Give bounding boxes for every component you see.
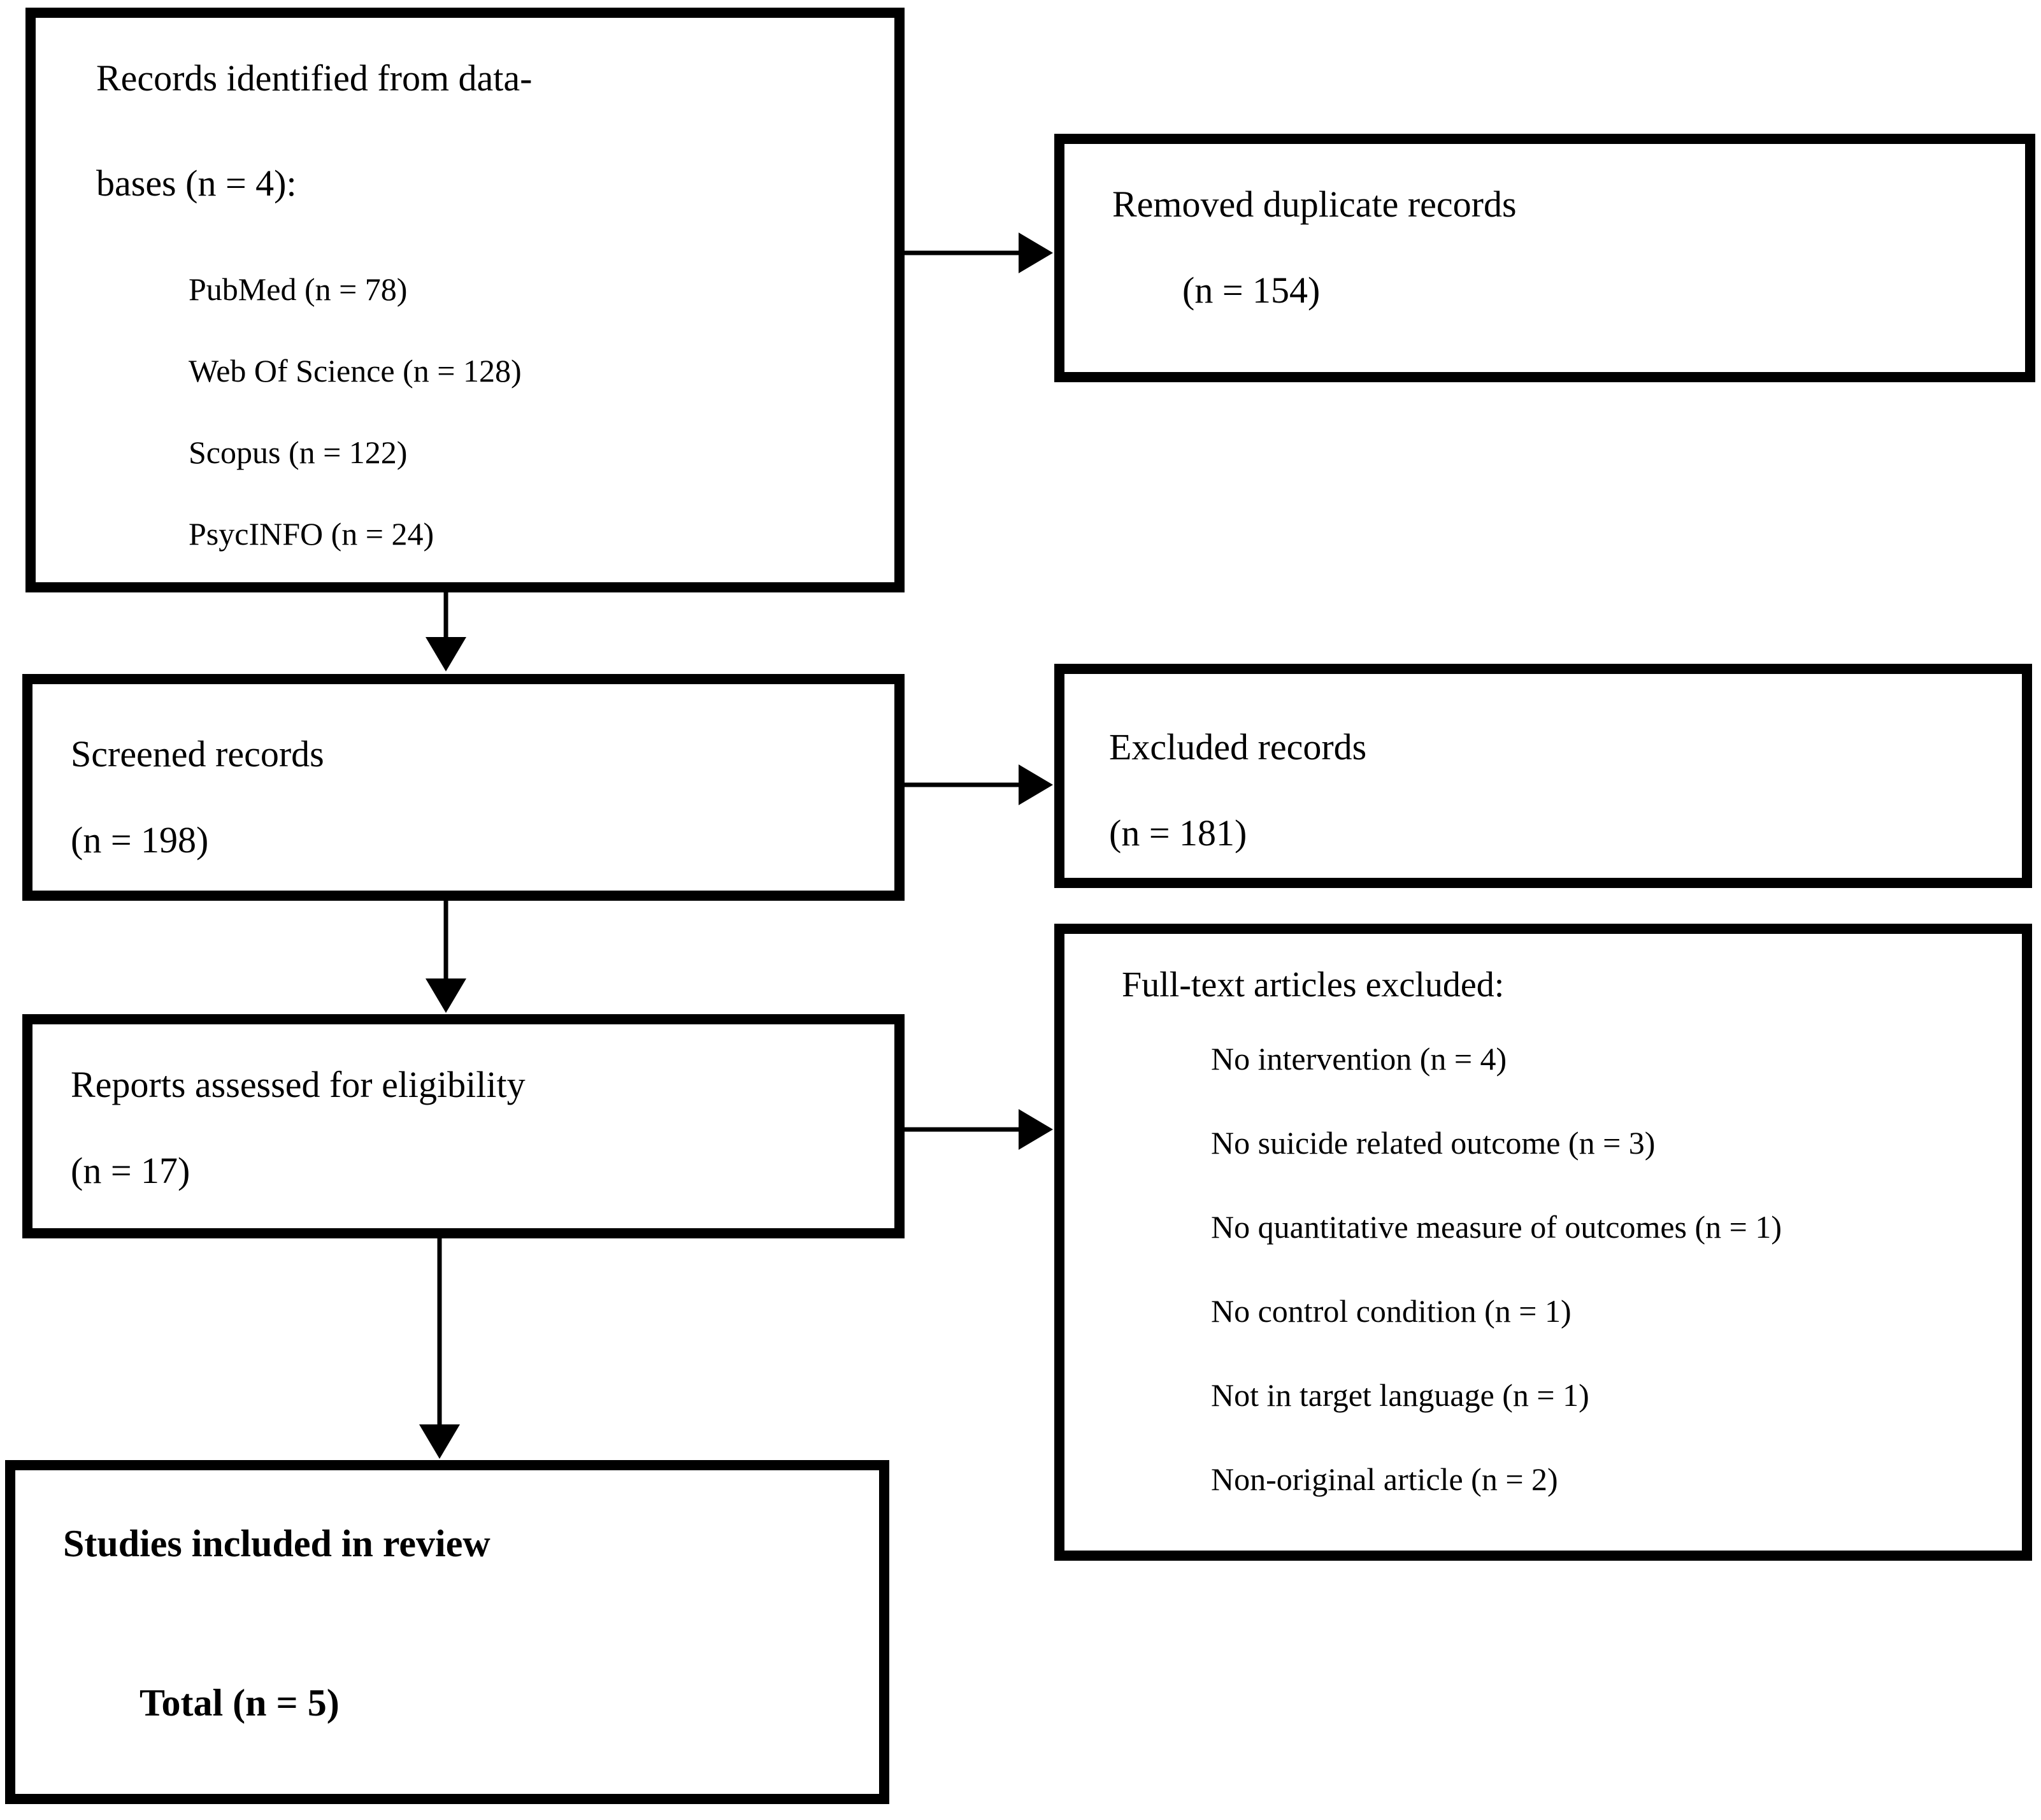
fulltext-excluded-title: Full-text articles excluded: [1122,965,1505,1005]
database-item-pubmed: PubMed (n = 78) [189,271,408,307]
box-studies-included: Studies included in review Total (n = 5) [5,1460,889,1804]
database-item-psycinfo: PsycINFO (n = 24) [189,516,434,552]
box-records-identified: Records identified from data- bases (n =… [25,8,905,592]
database-item-scopus: Scopus (n = 122) [189,434,408,470]
arrow-eligibility-to-fulltext [905,1109,1053,1150]
removed-duplicates-count: (n = 154) [1182,269,1321,311]
reports-assessed-count: (n = 17) [71,1150,190,1191]
arrow-screening-to-excluded [905,764,1053,805]
records-identified-title-line2: bases (n = 4): [96,162,297,204]
box-screened-records: Screened records (n = 198) [22,674,905,901]
box-reports-assessed: Reports assessed for eligibility (n = 17… [22,1014,905,1238]
reports-assessed-label: Reports assessed for eligibility [71,1064,526,1105]
arrow-identification-to-screening [426,592,466,671]
exclusion-reason-non-original: Non-original article (n = 2) [1211,1461,1558,1497]
excluded-records-count: (n = 181) [1109,812,1247,854]
exclusion-reason-not-target-language: Not in target language (n = 1) [1211,1377,1589,1413]
screened-records-count: (n = 198) [71,819,209,861]
records-identified-title-line1: Records identified from data- [96,57,533,99]
fulltext-exclusion-reasons: No intervention (n = 4) No suicide relat… [1122,1017,2003,1521]
removed-duplicates-label: Removed duplicate records [1112,183,1517,225]
exclusion-reason-no-suicide-outcome: No suicide related outcome (n = 3) [1211,1125,1656,1161]
studies-included-label: Studies included in review [63,1523,491,1565]
box-removed-duplicates: Removed duplicate records (n = 154) [1054,134,2035,382]
box-excluded-records: Excluded records (n = 181) [1054,664,2032,888]
arrow-screening-to-eligibility [426,901,466,1013]
exclusion-reason-no-quantitative-measure: No quantitative measure of outcomes (n =… [1211,1209,1782,1245]
excluded-records-label: Excluded records [1109,726,1367,768]
box-fulltext-excluded: Full-text articles excluded: No interven… [1054,924,2032,1561]
screened-records-label: Screened records [71,733,324,775]
studies-included-total: Total (n = 5) [140,1682,340,1724]
arrow-identification-to-duplicates [905,233,1053,273]
database-list: PubMed (n = 78) Web Of Science (n = 128)… [96,248,875,575]
database-item-web-of-science: Web Of Science (n = 128) [189,353,522,389]
arrow-eligibility-to-included [419,1238,460,1459]
exclusion-reason-no-control: No control condition (n = 1) [1211,1293,1572,1329]
exclusion-reason-no-intervention: No intervention (n = 4) [1211,1041,1507,1077]
